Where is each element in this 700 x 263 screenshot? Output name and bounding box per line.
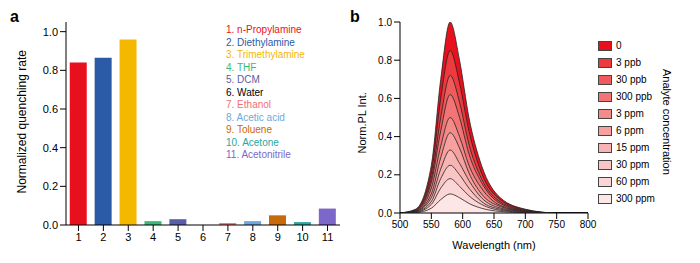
html-text:1. n-Propylamine: 1. n-Propylamine xyxy=(226,24,302,35)
html-text:60 ppm: 60 ppm xyxy=(616,176,650,187)
svg-text:0.6: 0.6 xyxy=(43,103,58,115)
svg-text:0.0: 0.0 xyxy=(378,208,392,219)
html-text:30 ppb: 30 ppb xyxy=(616,74,647,85)
html-text:2. Diethylamine: 2. Diethylamine xyxy=(226,36,295,48)
svg-text:3: 3 xyxy=(125,231,131,243)
svg-text:7: 7 xyxy=(225,231,231,243)
svg-text:0.6: 0.6 xyxy=(378,93,392,104)
svg-text:550: 550 xyxy=(423,219,440,230)
html-text:30 ppm: 30 ppm xyxy=(616,159,650,170)
svg-text:0.8: 0.8 xyxy=(378,55,392,66)
svg-text:0.0: 0.0 xyxy=(43,219,58,231)
svg-text:700: 700 xyxy=(517,219,534,230)
svg-text:Wavelength (nm): Wavelength (nm) xyxy=(452,239,535,251)
html-text:3. Trimethylamine: 3. Trimethylamine xyxy=(226,49,305,60)
svg-text:Normalized quenching rate: Normalized quenching rate xyxy=(15,50,29,194)
html-text:11. Acetonitrile: 11. Acetonitrile xyxy=(226,149,291,160)
html-text:0: 0 xyxy=(616,40,622,51)
html-text:7. Ethanol: 7. Ethanol xyxy=(226,99,271,110)
svg-text:750: 750 xyxy=(548,219,565,230)
svg-text:0.4: 0.4 xyxy=(43,142,58,154)
html-text:3 ppm: 3 ppm xyxy=(616,108,644,119)
svg-text:1.0: 1.0 xyxy=(43,26,58,38)
svg-text:10: 10 xyxy=(297,231,309,243)
html-text:Analyte concentration: Analyte concentration xyxy=(660,69,673,175)
svg-text:2: 2 xyxy=(100,231,106,243)
html-text:6 ppm: 6 ppm xyxy=(616,125,644,136)
svg-text:4: 4 xyxy=(150,231,156,243)
svg-text:8: 8 xyxy=(250,231,256,243)
svg-text:6: 6 xyxy=(200,231,206,243)
html-text:15 ppm: 15 ppm xyxy=(616,142,650,153)
svg-text:0.4: 0.4 xyxy=(378,131,392,142)
html-text:5. DCM: 5. DCM xyxy=(226,74,260,85)
svg-text:0.2: 0.2 xyxy=(43,180,58,192)
svg-text:11: 11 xyxy=(322,231,333,243)
svg-text:Norm.PL Int.: Norm.PL Int. xyxy=(356,92,368,153)
html-text:4. THF: 4. THF xyxy=(226,61,257,73)
svg-text:1.0: 1.0 xyxy=(378,17,392,28)
svg-text:0.2: 0.2 xyxy=(378,169,392,180)
svg-text:800: 800 xyxy=(580,219,597,230)
html-text:3 ppb: 3 ppb xyxy=(616,57,641,68)
svg-text:600: 600 xyxy=(454,219,471,230)
html-text:10. Acetone: 10. Acetone xyxy=(226,136,279,148)
svg-text:9: 9 xyxy=(275,231,281,243)
html-text:a: a xyxy=(10,8,19,25)
html-text:6. Water: 6. Water xyxy=(226,86,264,98)
svg-text:0.8: 0.8 xyxy=(43,64,58,76)
html-text:b: b xyxy=(350,8,360,25)
html-text:8. Acetic acid: 8. Acetic acid xyxy=(226,111,285,123)
svg-text:650: 650 xyxy=(486,219,503,230)
html-text:300 ppm: 300 ppm xyxy=(616,193,655,204)
html-text:300 ppb: 300 ppb xyxy=(616,91,653,102)
svg-text:1: 1 xyxy=(75,231,81,243)
html-text:9. Toluene: 9. Toluene xyxy=(226,124,272,135)
svg-text:5: 5 xyxy=(175,231,181,243)
svg-text:500: 500 xyxy=(392,219,409,230)
